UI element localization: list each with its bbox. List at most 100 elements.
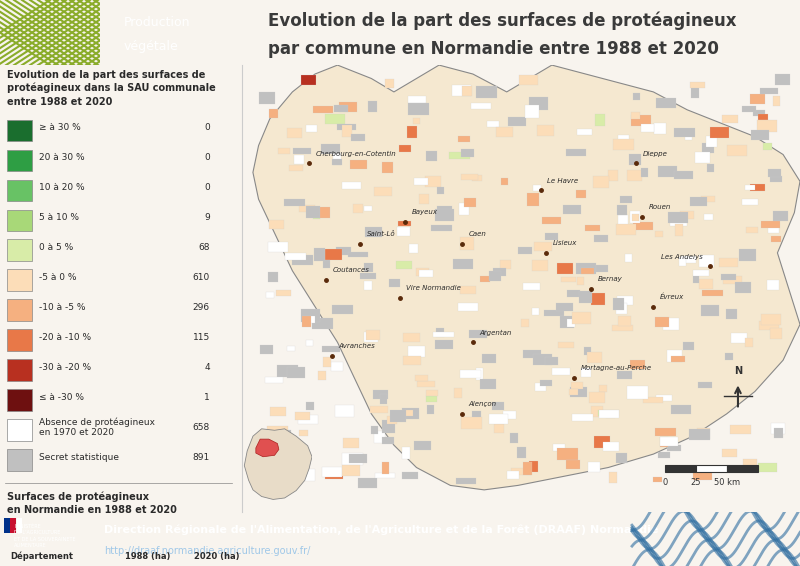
- Bar: [767, 280, 778, 290]
- Text: 9: 9: [204, 213, 210, 222]
- FancyBboxPatch shape: [7, 449, 32, 471]
- Bar: [746, 185, 755, 190]
- Bar: [616, 303, 626, 314]
- Bar: [759, 320, 779, 331]
- Text: Absence de protéagineux
en 1970 et 2020: Absence de protéagineux en 1970 et 2020: [39, 417, 155, 437]
- Bar: [374, 431, 386, 443]
- Bar: [403, 333, 419, 342]
- Bar: [258, 92, 275, 104]
- Bar: [667, 445, 681, 451]
- Bar: [618, 295, 633, 305]
- Bar: [566, 149, 586, 156]
- Text: par commune en Normandie entre 1988 et 2020: par commune en Normandie entre 1988 et 2…: [268, 40, 719, 58]
- Bar: [322, 346, 340, 352]
- Bar: [332, 158, 342, 165]
- Bar: [294, 155, 304, 164]
- Bar: [642, 168, 648, 177]
- Bar: [699, 255, 714, 267]
- Text: 5 à 10 %: 5 à 10 %: [39, 213, 79, 222]
- FancyBboxPatch shape: [7, 329, 32, 351]
- Text: Évreux: Évreux: [660, 293, 684, 300]
- Bar: [546, 233, 558, 240]
- Bar: [666, 350, 682, 362]
- Bar: [584, 347, 591, 354]
- Bar: [523, 462, 532, 475]
- Bar: [301, 310, 321, 321]
- Bar: [742, 199, 758, 205]
- Bar: [731, 333, 746, 343]
- Bar: [609, 472, 617, 483]
- Bar: [454, 388, 462, 398]
- Bar: [456, 478, 476, 484]
- Bar: [350, 453, 367, 463]
- Bar: [511, 468, 531, 475]
- Bar: [532, 308, 539, 315]
- Text: Mortagne-au-Perche: Mortagne-au-Perche: [581, 365, 652, 371]
- Bar: [618, 215, 628, 225]
- Bar: [286, 367, 305, 378]
- Bar: [702, 289, 723, 296]
- Bar: [655, 231, 663, 237]
- Bar: [461, 417, 482, 430]
- Bar: [620, 196, 632, 203]
- Bar: [674, 171, 693, 179]
- Bar: [566, 460, 580, 469]
- Bar: [260, 345, 273, 354]
- Bar: [374, 187, 392, 196]
- Bar: [774, 428, 782, 439]
- Bar: [570, 388, 587, 397]
- FancyBboxPatch shape: [7, 389, 32, 411]
- Bar: [657, 98, 676, 108]
- Bar: [626, 254, 632, 261]
- Bar: [335, 405, 354, 418]
- Bar: [354, 204, 363, 213]
- Text: Saint-Lô: Saint-Lô: [367, 231, 395, 237]
- Bar: [292, 255, 313, 264]
- Text: végétale: végétale: [124, 40, 178, 53]
- Bar: [618, 316, 631, 326]
- Bar: [558, 342, 574, 348]
- Bar: [387, 417, 397, 424]
- Text: 25: 25: [690, 478, 701, 487]
- Bar: [589, 392, 605, 402]
- Bar: [371, 426, 378, 434]
- Bar: [268, 242, 288, 252]
- Text: Surfaces de protéagineux
en Normandie en 1988 et 2020: Surfaces de protéagineux en Normandie en…: [7, 492, 177, 516]
- Bar: [665, 465, 696, 472]
- Bar: [271, 472, 282, 481]
- Bar: [415, 375, 427, 381]
- Text: Evolution de la part des surfaces de protéagineux: Evolution de la part des surfaces de pro…: [268, 11, 737, 30]
- Bar: [364, 332, 378, 342]
- Bar: [655, 317, 669, 327]
- Bar: [278, 148, 290, 154]
- Bar: [482, 354, 496, 363]
- Bar: [598, 385, 607, 392]
- Bar: [557, 448, 578, 460]
- Text: 296: 296: [193, 303, 210, 312]
- Text: Alençon: Alençon: [468, 401, 497, 407]
- Bar: [364, 263, 373, 272]
- Bar: [10, 517, 16, 533]
- Bar: [517, 447, 526, 457]
- Bar: [370, 406, 388, 414]
- Bar: [762, 314, 781, 325]
- Bar: [683, 342, 694, 350]
- Bar: [334, 153, 342, 165]
- Text: 0 à 5 %: 0 à 5 %: [39, 243, 74, 252]
- Bar: [578, 129, 592, 135]
- Bar: [693, 271, 709, 276]
- Text: 0: 0: [204, 183, 210, 192]
- Bar: [675, 224, 683, 235]
- Bar: [617, 205, 627, 215]
- Bar: [560, 316, 574, 328]
- Text: Le Havre: Le Havre: [547, 178, 578, 183]
- Text: 50 km: 50 km: [714, 478, 740, 487]
- Bar: [306, 402, 314, 410]
- Bar: [653, 477, 662, 482]
- Bar: [425, 176, 441, 187]
- Bar: [631, 112, 640, 119]
- Bar: [17, 517, 22, 533]
- Bar: [594, 436, 610, 448]
- Bar: [629, 153, 641, 165]
- Bar: [616, 224, 635, 235]
